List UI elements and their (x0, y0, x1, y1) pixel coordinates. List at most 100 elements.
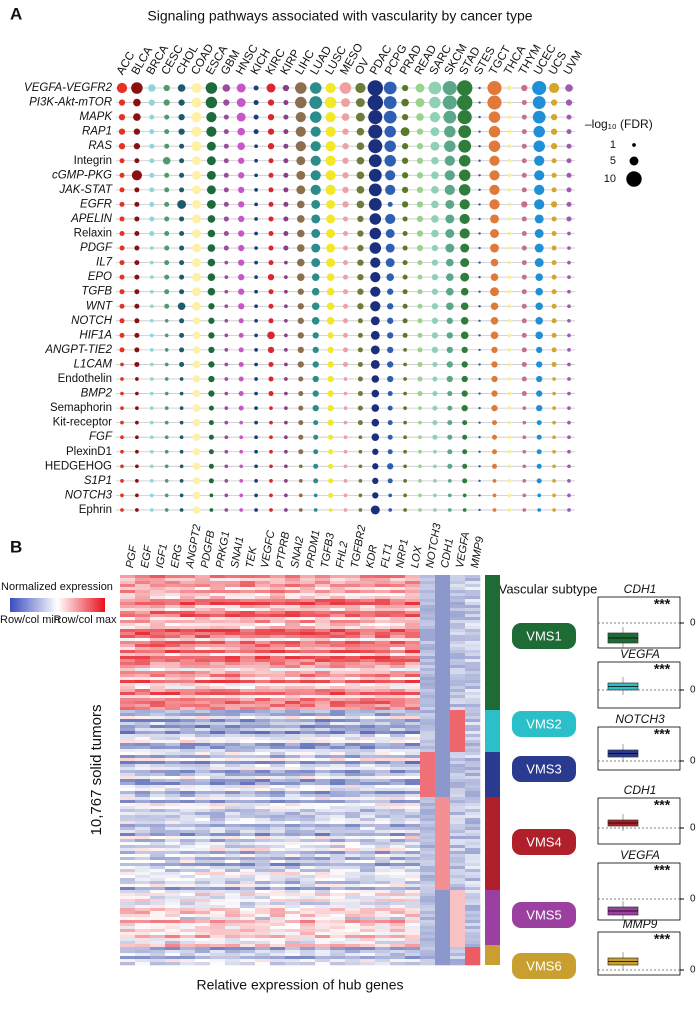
dot (521, 347, 527, 353)
heatmap-cell (300, 599, 316, 603)
heatmap-cell (420, 755, 436, 759)
heatmap-cell (360, 665, 376, 669)
heatmap-cell (150, 845, 166, 849)
heatmap-cell (120, 869, 136, 873)
heatmap-cell (315, 911, 331, 915)
heatmap-cell (270, 737, 286, 741)
heatmap-cell (255, 647, 271, 651)
heatmap-cell (300, 839, 316, 843)
heatmap-cell (345, 779, 361, 783)
heatmap-cell (120, 620, 136, 624)
heatmap-cell (315, 647, 331, 651)
dot (208, 346, 215, 354)
dot (478, 450, 481, 453)
heatmap-cell (390, 737, 406, 741)
heatmap-cell (300, 710, 316, 714)
heatmap-cell (465, 869, 481, 873)
heatmap-cell (300, 707, 316, 711)
heatmap-cell (225, 656, 241, 660)
heatmap-cell (135, 779, 151, 783)
heatmap-cell (345, 962, 361, 966)
dot (311, 302, 320, 311)
heatmap-cell (255, 905, 271, 909)
heatmap-cell (375, 827, 391, 831)
dot (418, 449, 422, 454)
heatmap-cell (240, 731, 256, 735)
dot (492, 463, 497, 469)
heatmap-cell (135, 905, 151, 909)
heatmap-cell (195, 617, 211, 621)
heatmap-cell (315, 851, 331, 855)
heatmap-cell (180, 812, 196, 816)
dot (567, 246, 571, 250)
heatmap-cell (375, 809, 391, 813)
dot (192, 360, 201, 369)
heatmap-cell (345, 647, 361, 651)
heatmap-cell (345, 830, 361, 834)
heatmap-cell (375, 851, 391, 855)
heatmap-cell (225, 728, 241, 732)
heatmap-cell (210, 752, 226, 756)
heatmap-cell (390, 947, 406, 951)
heatmap-cell (435, 890, 451, 894)
heatmap-cell (390, 650, 406, 654)
heatmap-cell (180, 611, 196, 615)
heatmap-cell (255, 713, 271, 717)
heatmap-cell (420, 653, 436, 657)
heatmap-cell (300, 881, 316, 885)
heatmap-cell (180, 605, 196, 609)
dot (387, 288, 394, 295)
box-frame (597, 661, 681, 709)
dot (254, 217, 258, 221)
heatmap-cell (165, 956, 181, 960)
heatmap-cell (120, 692, 136, 696)
heatmap-cell (330, 851, 346, 855)
heatmap-cell (210, 653, 226, 657)
heatmap-cell (330, 695, 346, 699)
heatmap-cell (465, 857, 481, 861)
heatmap-cell (285, 905, 301, 909)
heatmap-cell (345, 734, 361, 738)
heatmap-cell (360, 782, 376, 786)
heatmap-cell (465, 929, 481, 933)
heatmap-cell (450, 779, 466, 783)
heatmap-cell (240, 674, 256, 678)
heatmap-cell (315, 575, 331, 579)
heatmap-cell (285, 878, 301, 882)
heatmap-cell (120, 575, 136, 579)
heatmap-cell (315, 725, 331, 729)
heatmap-cell (300, 773, 316, 777)
heatmap-cell (450, 833, 466, 837)
dot (298, 479, 303, 483)
heatmap-cell (210, 896, 226, 900)
heatmap-cell (345, 617, 361, 621)
dot (326, 258, 336, 268)
heatmap-cell (270, 758, 286, 762)
heatmap-cell (390, 668, 406, 672)
heatmap-cell (300, 743, 316, 747)
box-frame (597, 797, 681, 845)
heatmap-cell (270, 902, 286, 906)
dot (326, 302, 335, 311)
heatmap-cell (195, 602, 211, 606)
subtype-name: VMS2 (526, 716, 561, 731)
heatmap-cell (120, 878, 136, 882)
heatmap-cell (435, 683, 451, 687)
dot (192, 433, 201, 442)
heatmap-cell (285, 809, 301, 813)
heatmap-cell (210, 602, 226, 606)
heatmap-cell (360, 845, 376, 849)
heatmap-cell (405, 806, 421, 810)
heatmap-cell (120, 845, 136, 849)
heatmap-cell (345, 701, 361, 705)
dot (384, 140, 396, 152)
dot (120, 493, 124, 498)
heatmap-cell (360, 728, 376, 732)
heatmap-cell (390, 836, 406, 840)
heatmap-cell (255, 935, 271, 939)
heatmap-cell (465, 917, 481, 921)
dot (567, 304, 571, 309)
heatmap-cell (120, 578, 136, 582)
dot (432, 391, 438, 397)
heatmap-cell (405, 599, 421, 603)
